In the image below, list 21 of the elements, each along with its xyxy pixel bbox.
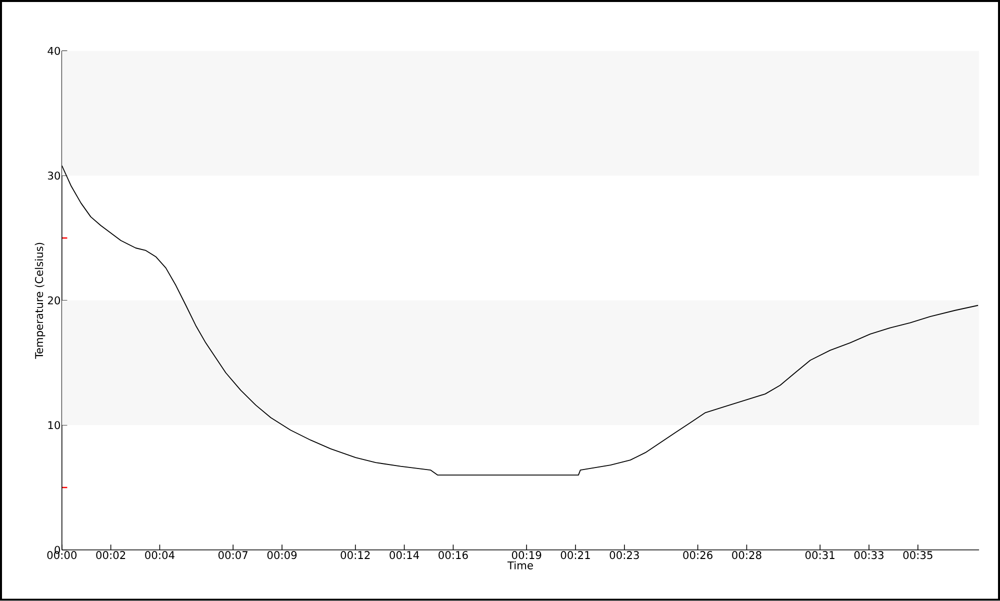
x-tick-label: 00:19 — [512, 551, 542, 560]
x-tick-label: 00:23 — [610, 551, 639, 560]
y-axis-title: Temperature (Celsius) — [34, 243, 46, 359]
x-tick-label: 00:12 — [340, 551, 370, 560]
y-tick-label: 10 — [48, 421, 60, 430]
y-tick-label: 30 — [48, 172, 60, 180]
x-tick-label: 00:02 — [96, 551, 126, 560]
x-axis-title: Time — [507, 561, 533, 570]
x-tick-label: 00:09 — [267, 551, 297, 560]
y-tick-label: 40 — [48, 46, 60, 56]
x-tick-label: 00:26 — [683, 551, 712, 560]
x-tick-label: 00:28 — [732, 551, 762, 560]
x-tick-label: 00:07 — [218, 551, 248, 560]
x-tick-label: 00:21 — [560, 551, 590, 560]
x-tick-label: 00:33 — [854, 551, 884, 560]
x-tick-label: 00:04 — [145, 551, 174, 560]
x-tick-label: 00:31 — [805, 551, 834, 560]
x-tick-label: 00:16 — [438, 551, 468, 560]
x-tick-label: 00:14 — [390, 551, 420, 560]
y-tick-label: 20 — [48, 296, 60, 305]
x-tick-label: 00:35 — [903, 551, 932, 560]
